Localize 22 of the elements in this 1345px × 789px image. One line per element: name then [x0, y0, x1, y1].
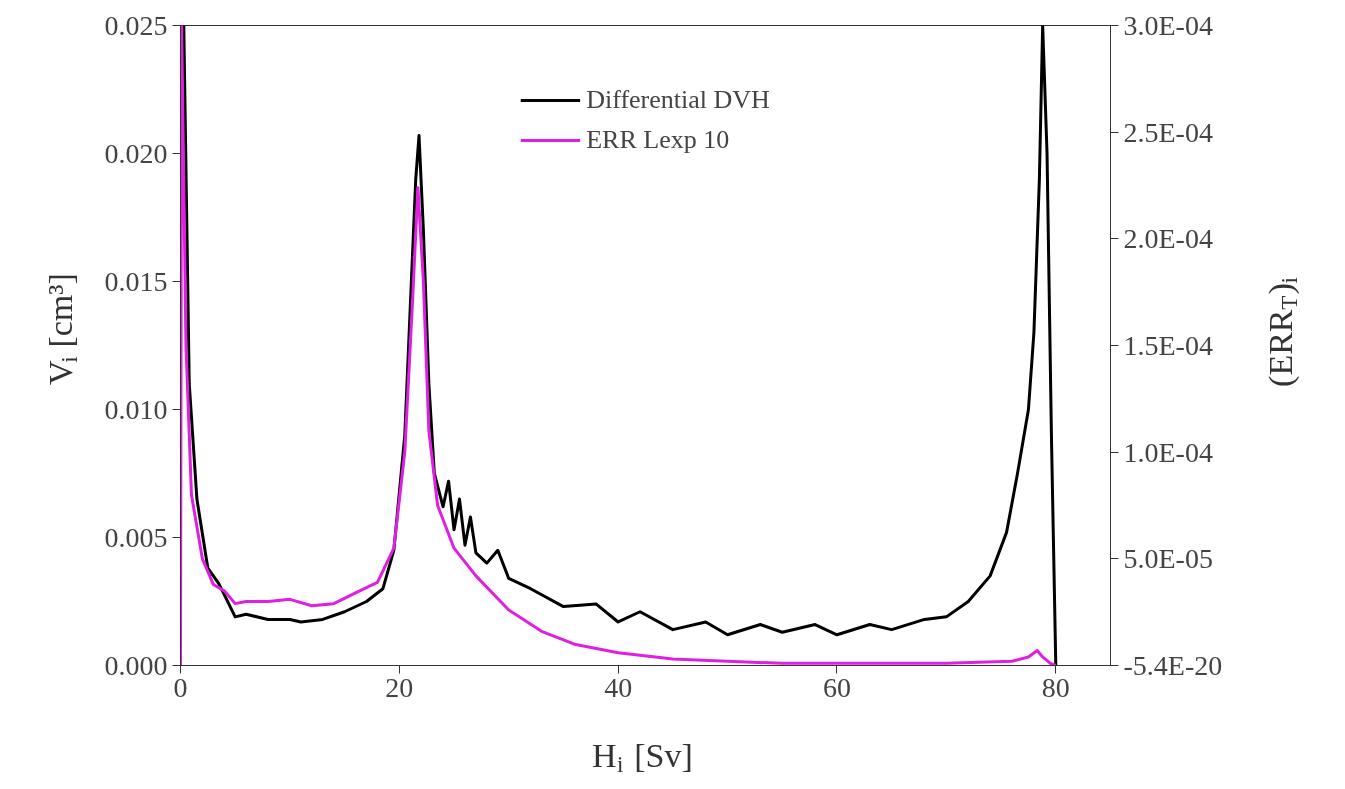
y2-tick-label: 1.0E-04: [1123, 436, 1213, 468]
y-tick-label: 0.010: [104, 393, 168, 425]
y-axis-title: Vi [cm³]: [42, 273, 82, 386]
y-tick-label: 0.015: [104, 265, 168, 297]
x-tick-label: 60: [822, 671, 851, 703]
y-tick-label: 0.000: [104, 649, 168, 681]
y-tick-label: 0.020: [104, 137, 168, 169]
x-tick-label: 40: [604, 671, 633, 703]
y2-tick-label: 2.5E-04: [1123, 116, 1213, 148]
y2-tick-label: 5.0E-05: [1123, 543, 1213, 575]
y2-axis-title: (ERRT)i: [1262, 277, 1302, 387]
y-tick-label: 0.025: [104, 9, 168, 41]
legend-label: ERR Lexp 10: [586, 125, 730, 155]
y2-tick-label: 3.0E-04: [1123, 10, 1213, 41]
y-tick-label: 0.005: [104, 521, 168, 553]
x-tick-label: 20: [385, 671, 414, 703]
x-tick-label: 0: [173, 671, 188, 703]
y2-tick-label: 2.0E-04: [1123, 223, 1213, 255]
legend-label: Differential DVH: [586, 85, 770, 115]
x-tick-label: 80: [1041, 671, 1070, 703]
y2-tick-label: 1.5E-04: [1123, 330, 1213, 361]
y2-tick-label: -5.4E-20: [1123, 650, 1223, 681]
